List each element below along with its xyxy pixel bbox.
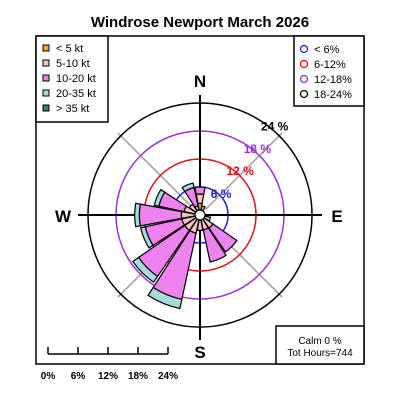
total-hours-text: Tot Hours=744 xyxy=(287,348,353,359)
scale-bar-label-24: 24% xyxy=(158,371,178,382)
scale-bar-label-0: 0% xyxy=(41,371,56,382)
ring-legend-label-1: < 6% xyxy=(314,44,340,56)
speed-legend-label-1: < 5 kt xyxy=(56,43,83,55)
compass-label-s: S xyxy=(194,343,205,362)
scale-bar-label-18: 18% xyxy=(128,371,148,382)
speed-legend-label-3: 10-20 kt xyxy=(56,73,96,85)
ring-legend-items: < 6% 6-12% 12-18% 18-24% xyxy=(299,44,352,101)
scale-bar-label-6: 6% xyxy=(71,371,86,382)
ring-label-12: 12 % xyxy=(226,164,254,178)
calm-text: Calm 0 % xyxy=(298,336,341,347)
chart-title: Windrose Newport March 2026 xyxy=(91,14,309,31)
compass-label-w: W xyxy=(55,207,72,226)
speed-legend-label-5: > 35 kt xyxy=(56,103,89,115)
speed-legend-label-2: 5-10 kt xyxy=(56,58,90,70)
compass-label-e: E xyxy=(331,207,342,226)
petal-sw-band-4 xyxy=(131,256,159,284)
ring-legend-marker-3 xyxy=(299,74,309,84)
wind-petals xyxy=(131,182,238,310)
ring-legend-label-2: 6-12% xyxy=(314,59,346,71)
speed-legend-label-4: 20-35 kt xyxy=(56,88,96,100)
petal-ssw-band-4 xyxy=(147,286,183,310)
spoke-315 xyxy=(117,132,196,211)
ring-legend-marker-1 xyxy=(299,44,309,54)
calm-box: Calm 0 % Tot Hours=744 xyxy=(275,325,365,365)
ring-legend-marker-4 xyxy=(299,89,309,99)
plot-frame xyxy=(35,35,365,365)
speed-legend-swatch-5 xyxy=(42,104,50,112)
petal-n-band-3 xyxy=(194,186,206,196)
scale-bar: 0% 6% 12% 18% 24% xyxy=(41,347,178,382)
speed-legend-items: < 5 kt 5-10 kt 10-20 kt 20-35 kt > 35 kt xyxy=(42,43,96,115)
petal-nnw-band-4 xyxy=(181,182,195,193)
ring-legend-label-3: 12-18% xyxy=(314,74,352,86)
petal-se-band-3 xyxy=(208,223,238,253)
calm-box-frame xyxy=(275,325,365,365)
speed-legend-swatch-3 xyxy=(42,74,50,82)
speed-legend-swatch-2 xyxy=(42,59,50,67)
ring-labels: 6 % 12 % 18 % 24 % xyxy=(211,120,289,201)
petal-wsw-band-4 xyxy=(139,226,154,249)
ring-legend-marker-2 xyxy=(299,59,309,69)
petal-wnw-band-4 xyxy=(153,188,166,207)
speed-legend: < 5 kt 5-10 kt 10-20 kt 20-35 kt > 35 kt xyxy=(35,35,109,123)
petal-sse-band-3 xyxy=(202,227,227,263)
speed-legend-swatch-4 xyxy=(42,89,50,97)
ring-legend: < 6% 6-12% 12-18% 18-24% xyxy=(293,35,365,107)
petal-w-band-4 xyxy=(134,202,142,228)
ring-label-6: 6 % xyxy=(211,187,232,201)
calm-center xyxy=(194,209,206,221)
ring-legend-frame xyxy=(293,35,365,107)
ring-label-18: 18 % xyxy=(244,142,272,156)
speed-legend-swatch-1 xyxy=(42,44,50,52)
ring-legend-label-4: 18-24% xyxy=(314,89,352,101)
spoke-45 xyxy=(204,132,283,211)
ring-label-24: 24 % xyxy=(261,120,289,134)
scale-bar-label-12: 12% xyxy=(98,371,118,382)
compass-label-n: N xyxy=(194,72,206,91)
